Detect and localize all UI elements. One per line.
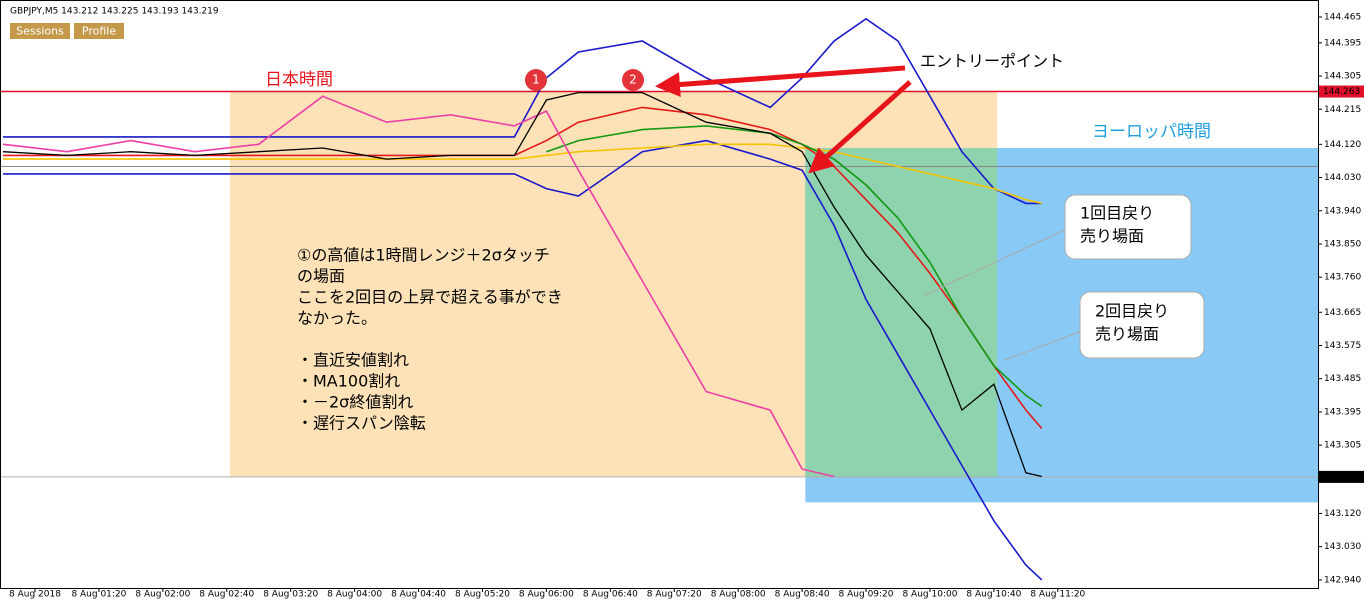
callout-text: 1回目戻り [1080,204,1154,223]
x-tick-label: 8 Aug 02:40 [199,590,254,600]
marker-label: 2 [629,73,637,87]
x-tick-label: 8 Aug 07:20 [647,590,702,600]
y-tick-label: 143.305 [1324,441,1361,451]
y-tick-label: 144.305 [1324,72,1361,82]
series-line [3,17,1042,205]
button-label[interactable]: Profile [82,25,116,38]
sessions-button[interactable] [10,23,70,39]
note-line: ・MA100割れ [297,372,400,391]
entry-label: エントリーポイント [920,52,1064,71]
y-tick-label: 143.940 [1324,206,1361,216]
note-line: ・直近安値割れ [297,351,409,370]
x-tick-label: 8 Aug 06:40 [583,590,638,600]
session-label: 日本時間 [265,70,333,90]
y-tick-label: 144.215 [1324,105,1361,115]
series-line [2,91,1042,478]
note-line: ・－2σ終値割れ [297,393,413,412]
button-label[interactable]: Sessions [16,25,64,38]
callout-pointer [1004,329,1086,361]
note-line: の場面 [297,267,345,286]
x-tick-label: 8 Aug 11:20 [1030,590,1085,600]
marker [525,69,547,91]
y-tick-label: 143.120 [1324,509,1361,519]
series-line [2,95,835,478]
lines [0,17,1318,581]
x-tick-label: 8 Aug 05:20 [455,590,510,600]
callout [1064,194,1192,260]
callout-pointer [924,224,1076,296]
x-tick-label: 8 Aug 04:40 [391,590,446,600]
x-tick-label: 8 Aug 2018 [9,590,61,600]
price-tag-label: 144.263 [1323,87,1360,97]
callout [1079,291,1205,359]
series-line [3,139,1043,581]
series-line [546,125,1043,408]
session-label: ヨーロッパ時間 [1092,122,1211,142]
note-line: ここを2回目の上昇で超える事ができ [297,288,563,307]
y-tick-label: 143.030 [1324,542,1361,552]
series-line [3,106,1043,430]
profile-button[interactable] [74,23,124,39]
x-tick-label: 8 Aug 01:20 [71,590,126,600]
x-tick-label: 8 Aug 08:00 [711,590,766,600]
price-tag [1319,85,1364,98]
y-tick-label: 144.120 [1324,140,1361,150]
x-tick-label: 8 Aug 04:00 [327,590,382,600]
callout-text: 売り場面 [1080,227,1144,246]
x-tick-label: 8 Aug 08:40 [775,590,830,600]
session-overlap [805,148,998,477]
y-tick-label: 143.395 [1324,407,1361,417]
x-tick-label: 8 Aug 03:20 [263,590,318,600]
note-line: ・遅行スパン陰転 [297,414,426,433]
y-tick-label: 143.760 [1324,273,1361,283]
callout-text: 2回目戻り [1095,302,1169,321]
marker-label: 1 [532,73,540,87]
arrow [655,65,906,98]
y-tick-label: 143.665 [1324,308,1361,318]
price-tag [1319,470,1364,483]
plot-frame [0,0,1319,589]
x-tick-label: 8 Aug 10:00 [902,590,957,600]
note-line: ①の高値は1時間レンジ＋2σタッチ [297,246,550,265]
callout-text: 売り場面 [1095,325,1159,344]
sessions [229,91,1318,503]
y-tick-label: 143.485 [1324,374,1361,384]
y-tick-label: 144.395 [1324,38,1361,48]
price-tag-label: 143.219 [1323,472,1360,482]
x-tick-label: 8 Aug 10:40 [966,590,1021,600]
symbol: GBPJPY,M5 143.212 143.225 143.193 143.21… [10,7,219,17]
series-line [3,143,1042,205]
y-tick-label: 143.575 [1324,341,1361,351]
x-tick-label: 8 Aug 09:20 [839,590,894,600]
x-tick-label: 8 Aug 06:00 [519,590,574,600]
x-tick-label: 8 Aug 02:00 [135,590,190,600]
y-tick-label: 142.940 [1324,575,1361,585]
arrow [808,80,912,174]
y-tick-label: 144.465 [1324,12,1361,22]
note-line: なかった。 [297,309,377,328]
marker [622,69,644,91]
y-tick-label: 144.030 [1324,173,1361,183]
y-tick-label: 143.850 [1324,239,1361,249]
